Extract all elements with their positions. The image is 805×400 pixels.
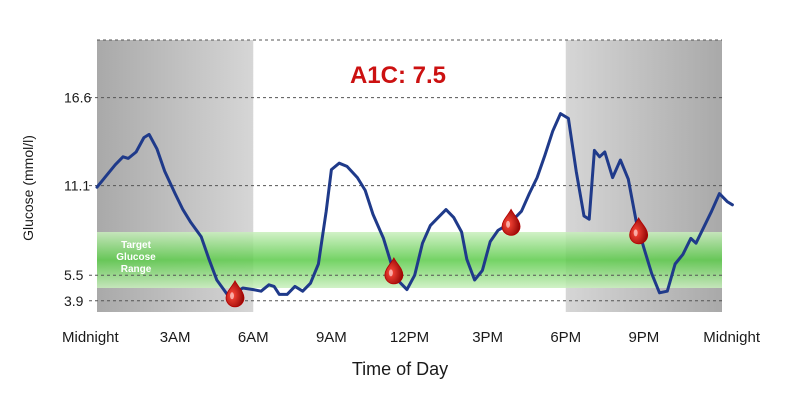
x-tick-label: 9AM <box>316 329 347 346</box>
x-tick-label: Midnight <box>703 329 761 346</box>
blood-drop-icon <box>501 208 521 236</box>
blood-drop-icon <box>384 256 404 285</box>
chart-title: A1C: 7.5 <box>350 62 446 89</box>
y-tick-label: 16.6 <box>64 90 91 106</box>
y-tick-label: 3.9 <box>64 293 84 309</box>
y-tick-label: 11.1 <box>64 178 90 194</box>
x-tick-label: 9PM <box>628 329 659 346</box>
y-tick-label: 5.5 <box>64 267 84 283</box>
y-axis-label: Glucose (mmol/l) <box>20 135 36 241</box>
x-axis-label: Time of Day <box>352 359 448 379</box>
glucose-series-line <box>95 112 734 296</box>
x-tick-label: 3AM <box>160 329 191 346</box>
target-range-label: Target Glucose Range <box>116 240 156 275</box>
x-tick-label: 6AM <box>238 329 269 346</box>
x-tick-label: Midnight <box>62 329 120 346</box>
x-tick-label: 12PM <box>390 329 429 346</box>
y-axis-ticks: 3.9 5.5 11.1 16.6 <box>64 90 91 309</box>
blood-drop-icon <box>225 279 245 308</box>
blood-drop-icon <box>629 216 649 245</box>
x-tick-label: 3PM <box>472 329 503 346</box>
x-tick-label: 6PM <box>550 329 581 346</box>
finger-stick-markers <box>225 208 649 308</box>
target-range-band <box>97 232 722 288</box>
gridlines <box>89 39 722 302</box>
x-axis-ticks: Midnight 3AM 6AM 9AM 12PM 3PM 6PM 9PM Midnight <box>62 329 761 346</box>
